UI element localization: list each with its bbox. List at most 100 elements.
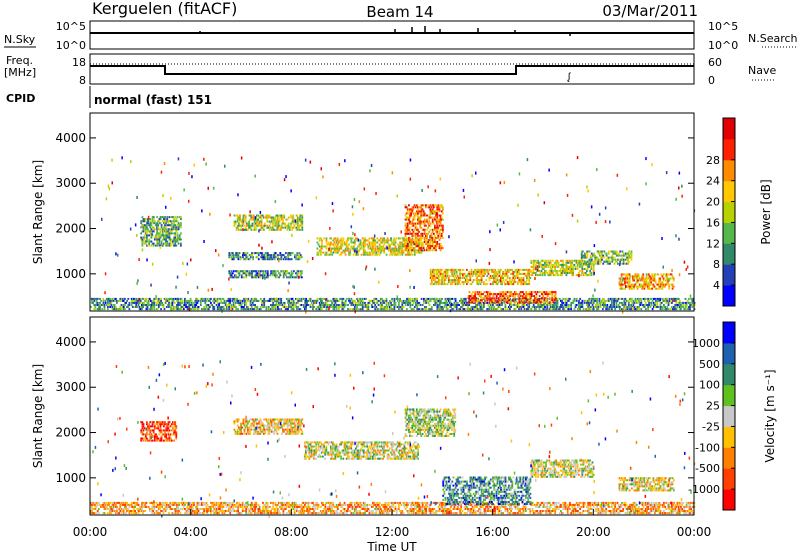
data-cell bbox=[470, 297, 473, 300]
data-cell bbox=[452, 268, 455, 271]
data-cell bbox=[476, 293, 479, 296]
data-cell bbox=[312, 308, 314, 311]
data-cell bbox=[689, 304, 691, 306]
data-cell bbox=[462, 304, 465, 306]
data-cell bbox=[330, 304, 332, 306]
data-cell bbox=[399, 253, 401, 256]
data-cell bbox=[162, 304, 165, 306]
data-cell bbox=[506, 295, 508, 298]
data-cell bbox=[153, 236, 156, 239]
data-cell bbox=[593, 260, 595, 263]
data-cell bbox=[412, 206, 415, 209]
data-cell bbox=[513, 281, 516, 284]
data-cell bbox=[151, 216, 154, 219]
data-cell bbox=[489, 293, 491, 296]
data-cell bbox=[651, 275, 654, 278]
data-cell bbox=[108, 299, 110, 302]
data-cell bbox=[450, 283, 452, 286]
data-cell bbox=[524, 275, 527, 277]
data-cell bbox=[414, 222, 417, 225]
data-cell bbox=[244, 218, 247, 222]
data-cell bbox=[412, 212, 415, 215]
data-cell bbox=[556, 270, 559, 272]
data-cell bbox=[518, 293, 521, 296]
data-cell bbox=[430, 270, 433, 273]
data-cell bbox=[163, 308, 166, 311]
data-cell bbox=[444, 299, 447, 302]
data-cell bbox=[419, 212, 422, 215]
data-cell bbox=[318, 304, 321, 306]
data-cell bbox=[332, 308, 335, 311]
data-cell bbox=[405, 241, 408, 243]
data-cell bbox=[554, 301, 557, 304]
data-cell bbox=[427, 226, 429, 229]
data-cell bbox=[667, 283, 669, 286]
data-cell bbox=[180, 222, 182, 225]
data-cell bbox=[213, 301, 216, 304]
data-cell bbox=[649, 279, 651, 282]
data-cell bbox=[426, 228, 428, 231]
data-cell bbox=[433, 304, 435, 306]
data-cell bbox=[460, 297, 463, 300]
data-cell bbox=[539, 261, 542, 264]
data-cell bbox=[404, 232, 407, 235]
data-cell bbox=[664, 275, 667, 278]
data-cell bbox=[384, 241, 387, 244]
data-cell bbox=[362, 251, 365, 254]
data-cell bbox=[373, 299, 375, 302]
data-cell bbox=[235, 254, 237, 257]
data-cell bbox=[266, 218, 269, 221]
data-cell bbox=[124, 301, 126, 304]
data-cell bbox=[237, 256, 240, 259]
data-cell bbox=[282, 220, 284, 223]
data-cell bbox=[159, 218, 162, 221]
data-cell bbox=[213, 297, 216, 300]
data-cell bbox=[486, 301, 489, 304]
data-cell bbox=[421, 249, 424, 252]
data-cell bbox=[263, 299, 266, 302]
data-cell bbox=[274, 218, 276, 221]
data-cell bbox=[478, 268, 481, 271]
data-cell bbox=[137, 297, 140, 300]
data-cell bbox=[274, 299, 277, 302]
data-cell bbox=[526, 268, 528, 271]
data-cell bbox=[146, 301, 149, 304]
data-cell bbox=[135, 301, 138, 304]
data-cell bbox=[489, 301, 491, 304]
data-cell bbox=[556, 265, 559, 268]
data-cell bbox=[476, 301, 479, 304]
data-cell bbox=[567, 308, 570, 311]
data-cell bbox=[437, 226, 440, 229]
data-cell bbox=[567, 304, 570, 306]
data-cell bbox=[240, 228, 242, 231]
data-cell bbox=[611, 258, 614, 261]
data-cell bbox=[366, 251, 369, 254]
data-cell bbox=[270, 218, 273, 221]
data-cell bbox=[682, 304, 685, 306]
data-cell bbox=[421, 243, 424, 246]
data-cell bbox=[630, 256, 633, 259]
data-cell bbox=[163, 226, 165, 229]
data-cell bbox=[617, 306, 620, 308]
data-cell bbox=[491, 297, 494, 300]
data-cell bbox=[410, 247, 413, 250]
data-cell bbox=[478, 272, 481, 275]
data-cell bbox=[490, 301, 492, 304]
data-cell bbox=[527, 306, 529, 308]
data-cell bbox=[431, 245, 434, 248]
data-cell bbox=[347, 308, 349, 311]
data-cell bbox=[383, 308, 386, 311]
data-cell bbox=[632, 304, 635, 306]
data-cell bbox=[393, 306, 396, 308]
data-cell bbox=[374, 267, 376, 271]
data-cell bbox=[299, 254, 302, 257]
data-cell bbox=[128, 301, 131, 304]
data-cell bbox=[631, 297, 634, 300]
data-cell bbox=[351, 237, 354, 240]
data-cell bbox=[456, 283, 459, 286]
data-cell bbox=[276, 228, 279, 231]
data-cell bbox=[331, 253, 333, 256]
data-cell bbox=[291, 252, 294, 255]
data-cell bbox=[481, 268, 484, 271]
data-cell bbox=[654, 297, 656, 300]
